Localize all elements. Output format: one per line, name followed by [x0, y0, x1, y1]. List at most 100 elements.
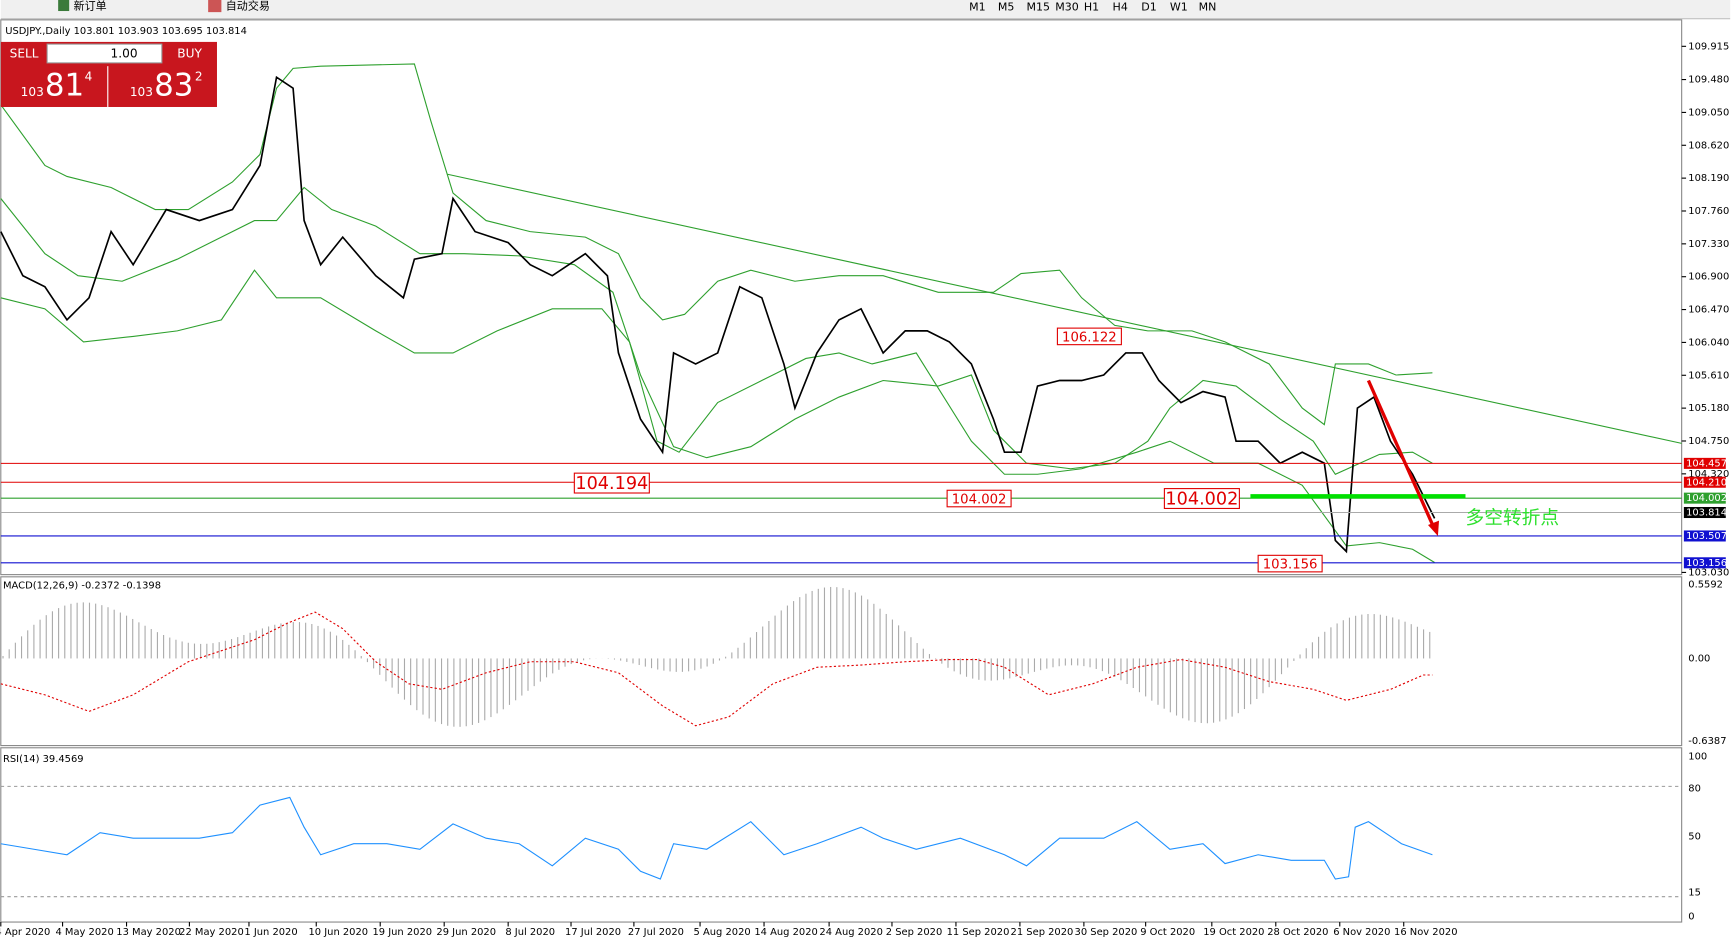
price-marker-box — [1683, 476, 1726, 488]
price-axis-label: 105.180 — [1688, 403, 1729, 414]
date-label: 24 Aug 2020 — [819, 927, 882, 938]
annotation-label: 103.156 — [1263, 558, 1318, 573]
price-marker-label: 103.507 — [1686, 531, 1727, 542]
annotation-box — [1056, 327, 1122, 346]
price-marker-label: 104.210 — [1686, 477, 1727, 488]
timeframe-button[interactable]: W1 — [1170, 1, 1188, 14]
price-axis-label: 109.480 — [1688, 75, 1729, 86]
chart-header: USDJPY.,Daily 103.801 103.903 103.695 10… — [5, 26, 247, 37]
date-label: 30 Sep 2020 — [1075, 927, 1138, 938]
rsi-axis-label: 50 — [1688, 832, 1701, 843]
price-line — [0, 75, 1436, 554]
date-label: 6 Nov 2020 — [1333, 927, 1390, 938]
date-label: 19 Oct 2020 — [1203, 927, 1264, 938]
annotation-box — [573, 472, 650, 494]
buy-button[interactable]: BUY — [177, 47, 202, 61]
date-label: 5 Aug 2020 — [694, 927, 751, 938]
date-label: 22 May 2020 — [179, 927, 244, 938]
date-label: 9 Oct 2020 — [1140, 927, 1195, 938]
price-marker-label: 103.814 — [1686, 508, 1727, 519]
rsi-label: RSI(14) 39.4569 — [3, 754, 84, 765]
sell-price-big: 103 — [21, 85, 44, 99]
main-chart — [0, 19, 1683, 576]
date-label: 2 Sep 2020 — [886, 927, 942, 938]
timeframe-button[interactable]: M5 — [998, 1, 1015, 14]
lot-input[interactable]: 1.00 — [111, 47, 138, 61]
rsi-axis-label: 100 — [1688, 752, 1707, 763]
trend-line — [447, 173, 1682, 444]
rsi-axis-label: 80 — [1688, 784, 1701, 795]
timeframe-button[interactable]: H1 — [1084, 1, 1099, 14]
sell-button[interactable]: SELL — [10, 47, 39, 61]
price-axis-label: 107.330 — [1688, 239, 1729, 250]
rsi-axis-label: 15 — [1688, 888, 1701, 899]
price-marker-box — [1683, 457, 1726, 469]
macd-axis-label: 0.00 — [1688, 653, 1710, 664]
price-axis-label: 106.470 — [1688, 305, 1729, 316]
annotation-label: 104.002 — [952, 493, 1007, 508]
toolbar — [0, 0, 1731, 19]
date-label: 14 Aug 2020 — [754, 927, 817, 938]
timeframe-button[interactable]: H4 — [1113, 1, 1128, 14]
price-axis-label: 104.320 — [1688, 469, 1729, 480]
buy-price-point: 2 — [195, 70, 203, 84]
date-label: 27 Jul 2020 — [628, 927, 684, 938]
price-marker-box — [1683, 557, 1726, 569]
price-axis-label: 108.190 — [1688, 173, 1729, 184]
timeframe-button[interactable]: MN — [1199, 1, 1217, 14]
date-label: 28 Oct 2020 — [1267, 927, 1328, 938]
date-label: 16 Nov 2020 — [1394, 927, 1457, 938]
sell-price-point: 4 — [85, 70, 93, 84]
price-marker-box — [1683, 506, 1726, 519]
toolbar-button[interactable]: 新订单 — [74, 0, 107, 13]
date-label: 10 Jun 2020 — [309, 927, 369, 938]
date-label: 1 Jun 2020 — [244, 927, 297, 938]
macd-signal — [0, 611, 1433, 727]
rsi-axis-label: 0 — [1688, 912, 1694, 923]
date-label: 21 Sep 2020 — [1011, 927, 1074, 938]
date-label: 13 May 2020 — [116, 927, 181, 938]
buy-price-big: 103 — [130, 85, 153, 99]
annotation-label: 104.002 — [1165, 490, 1238, 510]
price-axis-label: 108.620 — [1688, 140, 1729, 151]
date-label: 4 May 2020 — [55, 927, 113, 938]
toolbar-button[interactable]: 自动交易 — [226, 0, 270, 13]
arrow — [1366, 379, 1437, 531]
date-label: 17 Jul 2020 — [565, 927, 621, 938]
price-marker-label: 104.002 — [1686, 493, 1727, 504]
price-axis-label: 105.610 — [1688, 370, 1729, 381]
annotation-box — [1257, 554, 1323, 573]
trade-panel: SELL BUY 1.00 103 81 4 103 83 2 — [0, 41, 217, 107]
date-label: 19 Jun 2020 — [372, 927, 432, 938]
price-axis-label: 106.900 — [1688, 272, 1729, 283]
date-label: 11 Sep 2020 — [947, 927, 1010, 938]
rsi-line — [0, 796, 1433, 880]
price-axis-label: 109.050 — [1688, 107, 1729, 118]
annotation-note: 多空转折点 — [1465, 508, 1559, 529]
annotation-label: 106.122 — [1062, 330, 1117, 345]
annotation-box — [946, 489, 1012, 508]
price-marker-label: 103.156 — [1686, 558, 1727, 569]
macd-pane — [0, 576, 1683, 747]
timeframe-button[interactable]: M30 — [1055, 1, 1079, 14]
annotation-box — [1163, 488, 1240, 509]
timeframe-button[interactable]: D1 — [1141, 1, 1157, 14]
date-label: 8 Jul 2020 — [505, 927, 555, 938]
timeframe-button[interactable]: M1 — [969, 1, 986, 14]
price-axis-label: 109.915 — [1688, 41, 1729, 52]
price-marker-label: 104.457 — [1686, 458, 1727, 469]
price-marker-box — [1683, 530, 1726, 542]
macd-axis-label: -0.6387 — [1688, 736, 1726, 747]
buy-price-pips: 83 — [154, 68, 193, 104]
price-axis-label: 106.040 — [1688, 337, 1729, 348]
date-label: 29 Jun 2020 — [436, 927, 496, 938]
price-axis-label: 104.750 — [1688, 436, 1729, 447]
bollinger-mid — [0, 186, 1433, 475]
date-label: 4 Apr 2020 — [0, 927, 50, 938]
price-axis-label: 107.760 — [1688, 206, 1729, 217]
price-marker-box — [1683, 492, 1726, 504]
timeframe-button[interactable]: M15 — [1027, 1, 1051, 14]
macd-label: MACD(12,26,9) -0.2372 -0.1398 — [3, 581, 161, 592]
